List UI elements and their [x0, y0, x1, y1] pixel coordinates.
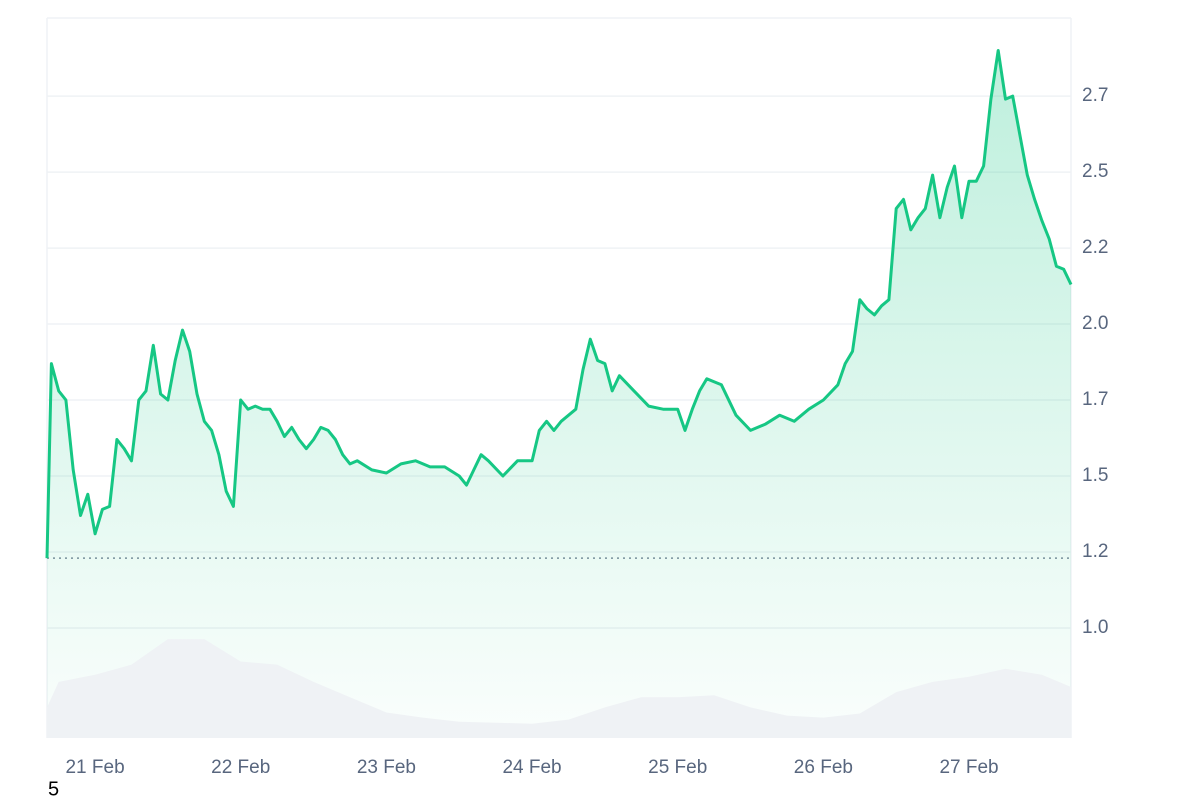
- x-tick-label: 23 Feb: [357, 757, 416, 778]
- plot: [45, 49, 1073, 738]
- y-tick-label: 1.0: [1082, 617, 1108, 638]
- x-tick-label: 25 Feb: [648, 757, 707, 778]
- price-line: [45, 49, 1073, 559]
- y-tick-label: 2.2: [1082, 237, 1108, 258]
- volume-area: [47, 639, 1071, 738]
- x-tick-label: 27 Feb: [939, 757, 998, 778]
- y-tick-label: 1.2: [1082, 541, 1108, 562]
- y-tick-label: 2.5: [1082, 161, 1108, 182]
- annotation: 5: [48, 778, 59, 800]
- y-tick-label: 1.5: [1082, 465, 1108, 486]
- x-tick-label: 26 Feb: [794, 757, 853, 778]
- x-tick-label: 22 Feb: [211, 757, 270, 778]
- y-tick-label: 1.7: [1082, 389, 1108, 410]
- y-tick-label: 2.0: [1082, 313, 1108, 334]
- price-area: [47, 50, 1071, 738]
- x-tick-label: 21 Feb: [65, 757, 124, 778]
- x-tick-label: 24 Feb: [502, 757, 561, 778]
- labels: 1.0 1.2 1.5 1.7 2.0 2.2 2.5 2.7 21 Feb 22 Feb 23 F…: [65, 85, 1108, 778]
- y-tick-label: 2.7: [1082, 85, 1108, 106]
